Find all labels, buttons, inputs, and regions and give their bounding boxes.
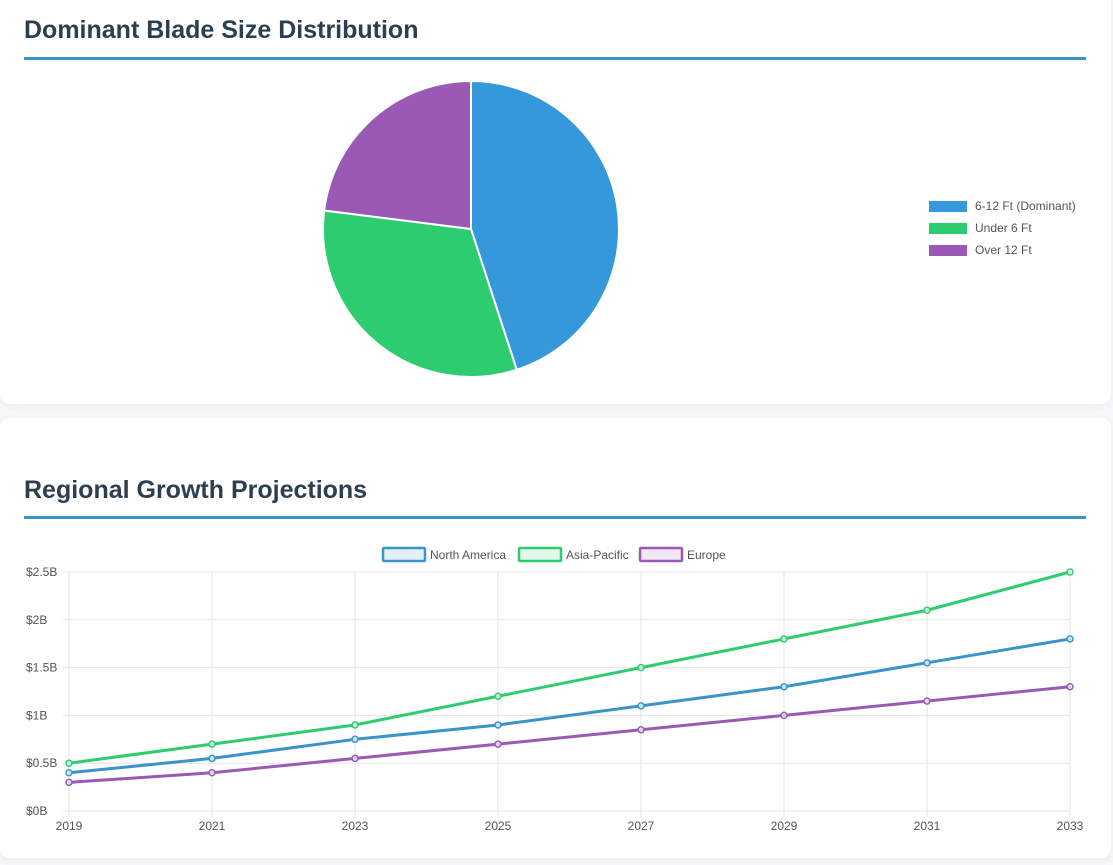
data-point[interactable]	[1066, 635, 1074, 643]
pie-slice[interactable]	[323, 79, 472, 231]
legend-label[interactable]: Asia-Pacific	[566, 548, 629, 562]
data-point[interactable]	[494, 721, 502, 729]
y-tick-label: $0.5B	[26, 756, 57, 770]
legend-label[interactable]: 6-12 Ft (Dominant)	[975, 199, 1076, 213]
legend-label[interactable]: Over 12 Ft	[975, 243, 1032, 257]
y-tick-label: $2.5B	[26, 565, 57, 579]
series-line[interactable]	[67, 637, 1072, 775]
x-tick-label: 2031	[914, 819, 941, 833]
series-line[interactable]	[67, 570, 1072, 765]
data-point[interactable]	[637, 663, 645, 672]
legend-label[interactable]: Under 6 Ft	[975, 221, 1032, 235]
data-point[interactable]	[1066, 682, 1074, 691]
x-tick-label: 2027	[628, 819, 655, 833]
y-tick-label: $2B	[26, 613, 47, 627]
x-tick-label: 2025	[485, 819, 512, 833]
data-point[interactable]	[208, 754, 216, 763]
legend-swatch	[929, 223, 967, 234]
legend-swatch	[638, 546, 684, 563]
data-point[interactable]	[494, 692, 502, 701]
data-point[interactable]	[65, 759, 73, 767]
data-point[interactable]	[208, 769, 216, 777]
data-point[interactable]	[923, 659, 931, 667]
x-tick-label: 2029	[771, 819, 798, 833]
y-tick-label: $0B	[26, 804, 47, 818]
pie-chart-card: Dominant Blade Size Distribution 6-12 Ft…	[0, 0, 1111, 404]
line-chart-card: Regional Growth Projections $0B $0.5B $1B $…	[0, 418, 1111, 858]
x-tick-label: 2033	[1057, 819, 1084, 833]
title-divider	[24, 516, 1086, 519]
legend-label[interactable]: Europe	[687, 548, 726, 562]
line-section-title: Regional Growth Projections	[24, 476, 368, 504]
pie-chart: 6-12 Ft (Dominant) Under 6 Ft Over 12 Ft	[322, 79, 1076, 378]
pie-slice[interactable]	[470, 79, 620, 372]
y-tick-label: $1.5B	[26, 661, 57, 675]
pie-slice[interactable]	[322, 209, 518, 378]
x-tick-label: 2021	[199, 819, 226, 833]
data-point[interactable]	[208, 740, 216, 748]
legend-swatch	[929, 245, 967, 256]
data-point[interactable]	[780, 682, 788, 691]
data-point[interactable]	[65, 769, 73, 777]
x-tick-label: 2023	[342, 819, 369, 833]
legend-swatch	[929, 201, 967, 212]
data-point[interactable]	[494, 740, 502, 748]
data-point[interactable]	[780, 711, 788, 720]
line-chart: $0B $0.5B $1B $1.5B $2B $2.5B 2019 2021 2023 2025…	[26, 546, 1084, 833]
data-point[interactable]	[637, 702, 645, 710]
pie-section-title: Dominant Blade Size Distribution	[24, 16, 419, 44]
data-point[interactable]	[351, 721, 359, 729]
legend-swatch	[381, 546, 427, 563]
data-point[interactable]	[923, 697, 931, 705]
data-point[interactable]	[351, 754, 359, 763]
data-point[interactable]	[637, 725, 645, 734]
data-point[interactable]	[65, 778, 73, 787]
legend-swatch	[517, 546, 563, 563]
data-point[interactable]	[780, 635, 788, 643]
x-tick-label: 2019	[56, 819, 83, 833]
data-point[interactable]	[351, 735, 359, 744]
data-point[interactable]	[923, 606, 931, 614]
y-tick-label: $1B	[26, 708, 47, 722]
data-point[interactable]	[1066, 568, 1074, 576]
legend-label[interactable]: North America	[430, 548, 506, 562]
series-line[interactable]	[67, 685, 1072, 784]
title-divider	[24, 57, 1086, 60]
